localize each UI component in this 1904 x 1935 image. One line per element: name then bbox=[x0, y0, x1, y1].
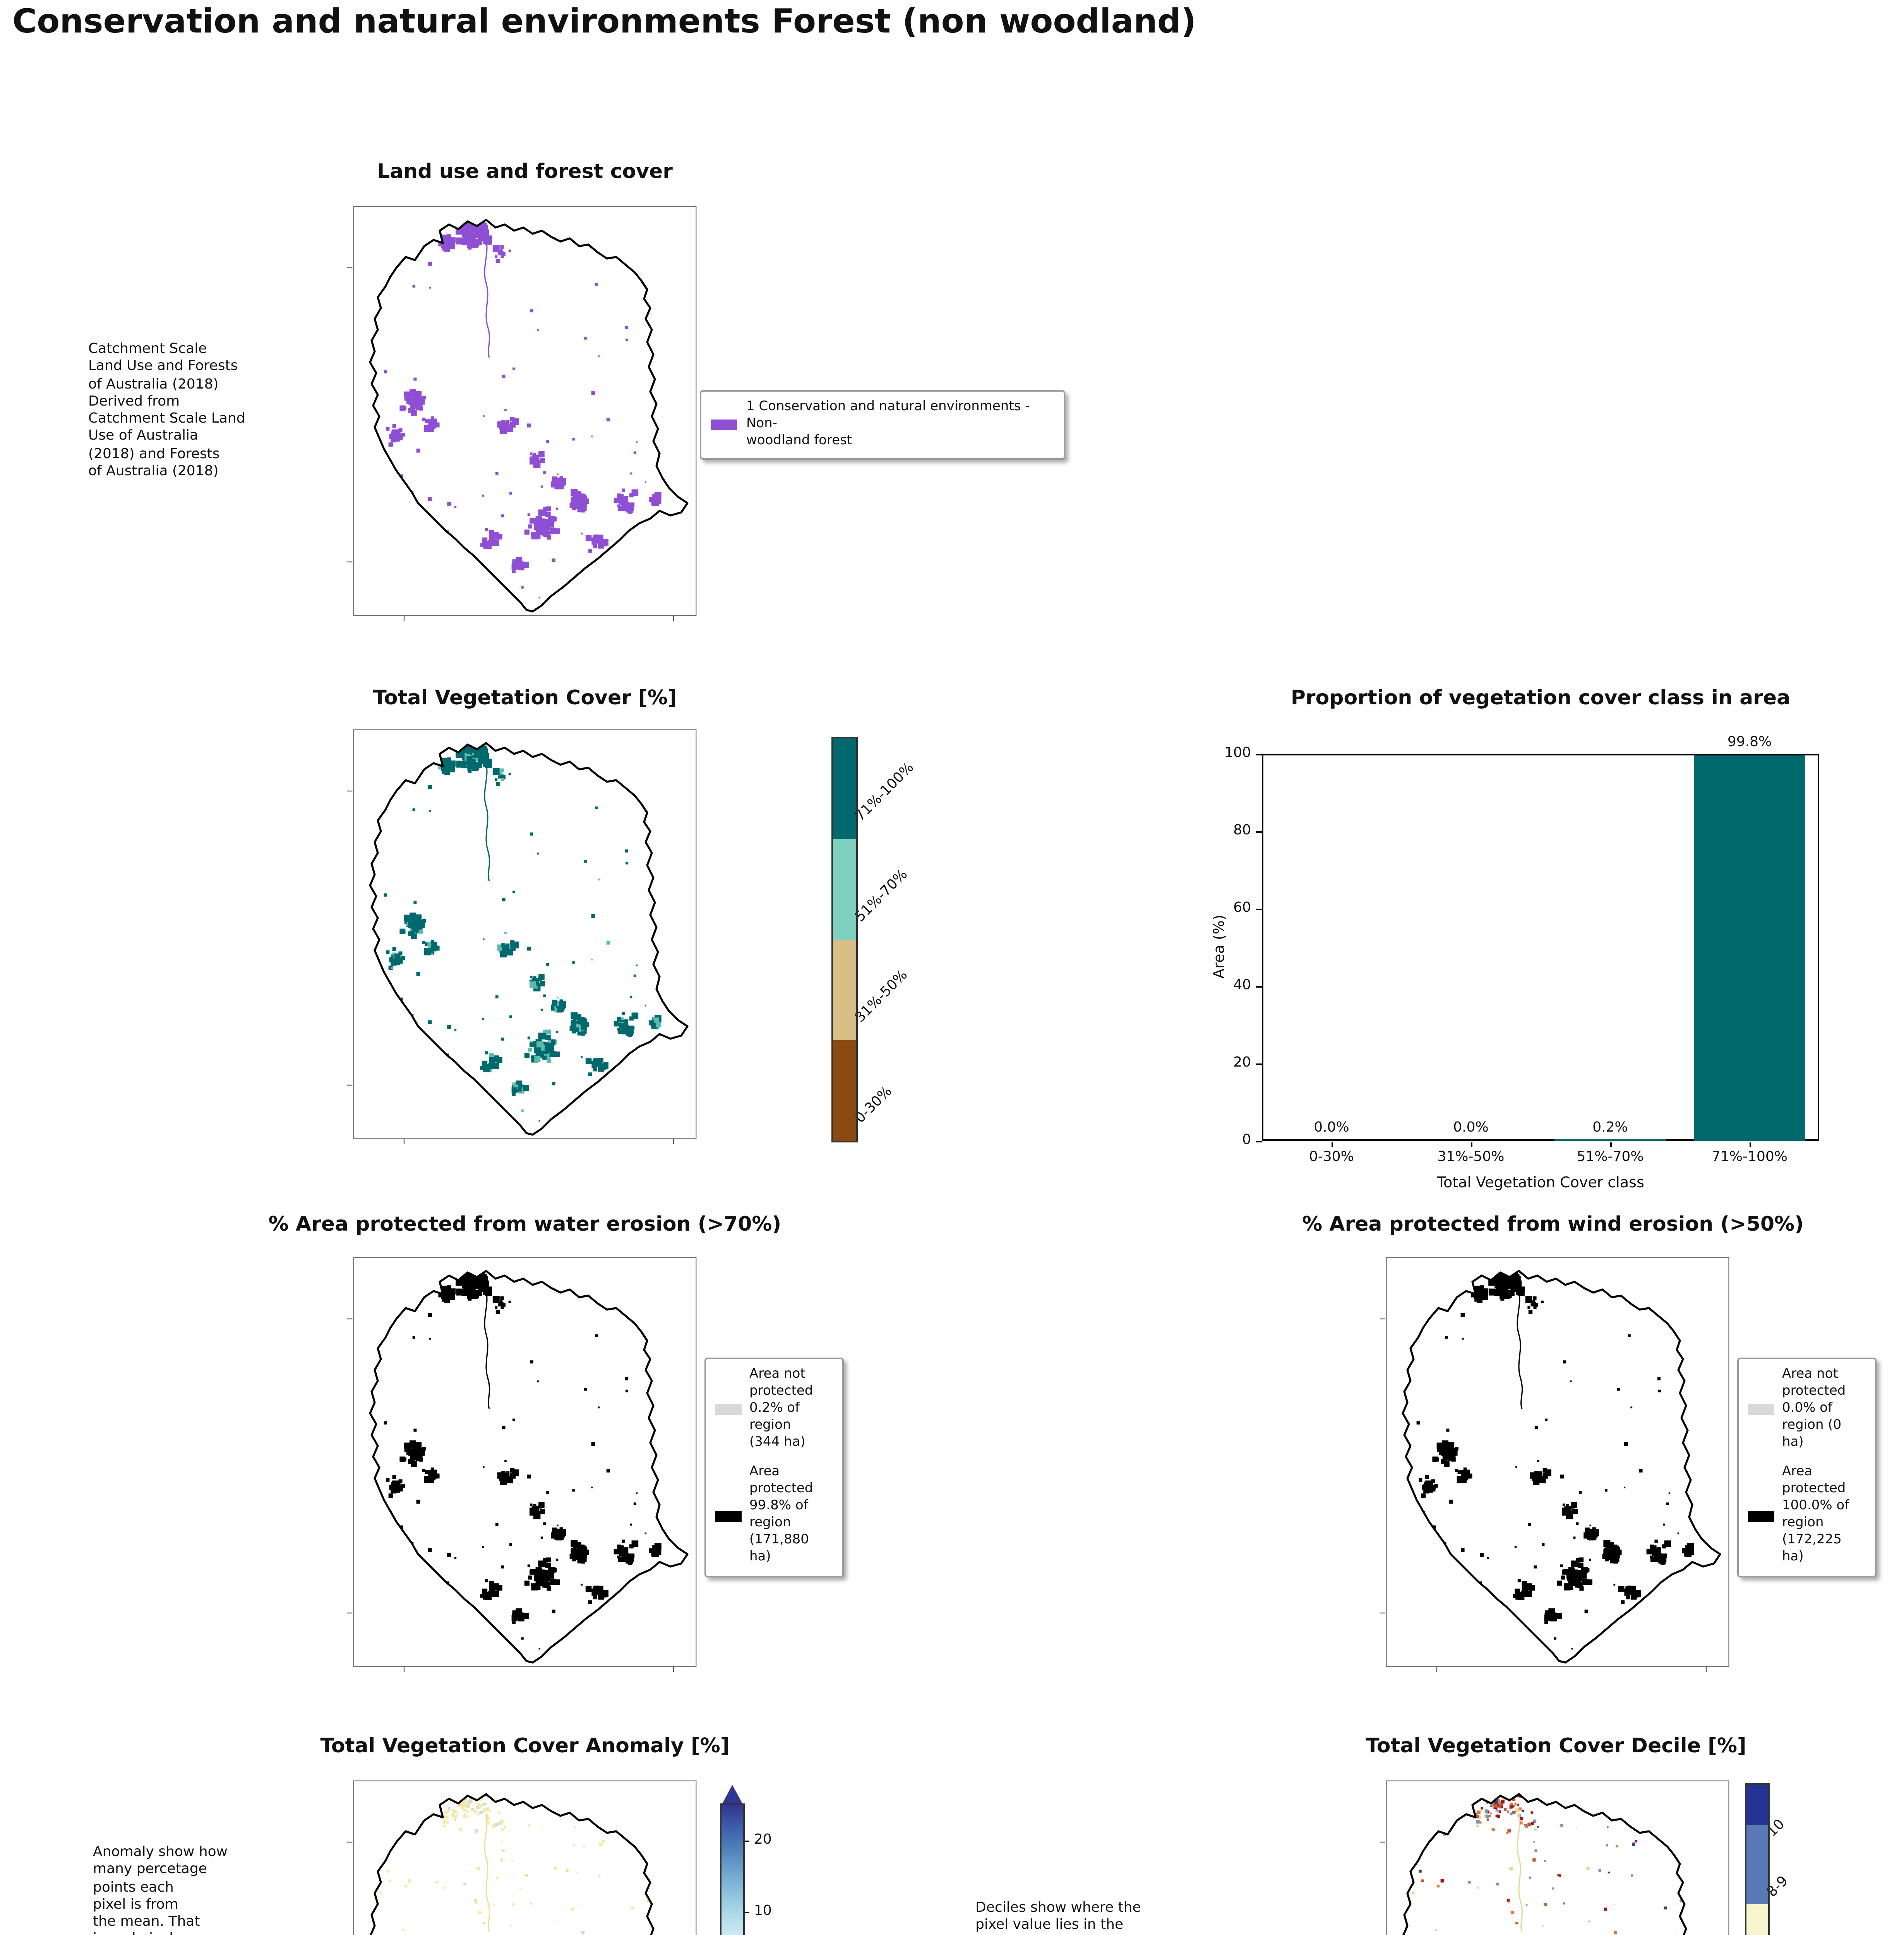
x-tick bbox=[1331, 1142, 1332, 1148]
wind-legend-swatch bbox=[1748, 1510, 1774, 1522]
water-panel-title: % Area protected from water erosion (>70… bbox=[268, 1214, 781, 1237]
water-map bbox=[347, 1257, 697, 1672]
vegcover-map bbox=[347, 729, 697, 1144]
decile-colorbar-segment bbox=[1746, 1825, 1768, 1905]
decile-colorbar-segment bbox=[1746, 1904, 1768, 1935]
anomaly-colorbar-tick bbox=[744, 1912, 749, 1914]
landuse-legend: 1 Conservation and natural environments … bbox=[700, 390, 1065, 460]
bar-value-label: 0.0% bbox=[1453, 1121, 1489, 1136]
anomaly-colorbar-tick bbox=[744, 1840, 749, 1842]
vegcover-colorbar-frame bbox=[831, 737, 858, 1142]
vegcover-colorbar-segment bbox=[833, 940, 856, 1040]
landuse-map bbox=[347, 206, 697, 621]
wind-panel-title: % Area protected from wind erosion (>50%… bbox=[1302, 1214, 1804, 1237]
y-tick bbox=[1255, 908, 1261, 909]
water-legend-swatch bbox=[715, 1404, 742, 1415]
water-legend-label: Area protected 99.8% of region (171,880 … bbox=[749, 1464, 813, 1566]
decile-colorbar-label: 10 bbox=[1765, 1817, 1789, 1841]
anomaly-colorbar: 20100−10−20 bbox=[720, 1785, 814, 1935]
landuse-source-note: Catchment Scale Land Use and Forests of … bbox=[88, 342, 245, 479]
y-tick bbox=[1255, 1063, 1261, 1064]
wind-legend-entry: Area protected 100.0% of region (172,225… bbox=[1748, 1465, 1866, 1567]
decile-colorbar-label: 8-9 bbox=[1765, 1873, 1792, 1901]
vegcover-colorbar-segment bbox=[833, 738, 856, 839]
decile-colorbar: 108-94-72-31 bbox=[1745, 1783, 1855, 1935]
anomaly-colorbar-tick-label: 20 bbox=[754, 1832, 772, 1848]
map-anomaly-svg bbox=[347, 1780, 697, 1935]
water-legend-swatch bbox=[715, 1510, 742, 1522]
decile-colorbar-segment bbox=[1746, 1785, 1768, 1825]
vegcover-colorbar-segment bbox=[833, 1040, 856, 1141]
anomaly-colorbar-tick-label: 10 bbox=[754, 1904, 772, 1920]
wind-legend-swatch bbox=[1748, 1404, 1774, 1415]
map-decile-svg bbox=[1380, 1780, 1729, 1935]
water-legend-entry: Area protected 99.8% of region (171,880 … bbox=[715, 1465, 833, 1567]
landuse-panel-title: Land use and forest cover bbox=[377, 161, 673, 184]
y-tick bbox=[1255, 831, 1261, 832]
anomaly-panel-title: Total Vegetation Cover Anomaly [%] bbox=[320, 1735, 730, 1759]
bar bbox=[1554, 1140, 1666, 1141]
decile-note: Deciles show where the pixel value lies … bbox=[975, 1901, 1141, 1934]
x-tick bbox=[1470, 1142, 1472, 1148]
y-axis-label: Area (%) bbox=[1212, 914, 1229, 979]
map-water-svg bbox=[347, 1257, 697, 1672]
vegcover-colorbar-label: 31%-50% bbox=[853, 968, 912, 1026]
x-tick-label: 51%-70% bbox=[1577, 1150, 1644, 1166]
wind-legend-label: Area protected 100.0% of region (172,225… bbox=[1782, 1464, 1849, 1566]
y-tick-label: 60 bbox=[1233, 900, 1251, 916]
anomaly-note: Anomaly show how many percetage points e… bbox=[93, 1845, 228, 1935]
decile-colorbar-frame bbox=[1745, 1783, 1770, 1935]
x-tick bbox=[1609, 1142, 1611, 1148]
x-tick-label: 0-30% bbox=[1309, 1150, 1354, 1166]
vegcover-colorbar-label: 71%-100% bbox=[853, 760, 918, 825]
x-tick-label: 71%-100% bbox=[1712, 1150, 1787, 1166]
y-tick bbox=[1255, 753, 1261, 755]
wind-map bbox=[1380, 1257, 1729, 1672]
y-tick-label: 100 bbox=[1224, 745, 1251, 761]
water-legend-entry: Area not protected 0.2% of region (344 h… bbox=[715, 1367, 833, 1452]
landuse-legend-swatch bbox=[711, 420, 737, 431]
wind-legend-label: Area not protected 0.0% of region (0 ha) bbox=[1782, 1367, 1846, 1451]
x-tick-label: 31%-50% bbox=[1437, 1150, 1505, 1166]
wind-legend: Area not protected 0.0% of region (0 ha)… bbox=[1737, 1358, 1877, 1577]
x-tick bbox=[1749, 1142, 1750, 1148]
map-wind-svg bbox=[1380, 1257, 1729, 1672]
vegcover-colorbar-segment bbox=[833, 839, 856, 940]
proportion-bar-chart: 0 20 40 60 80 100 0.0% 0-30% 0.0% 31%-50% 0.2% 51%-… bbox=[1208, 728, 1858, 1207]
map-veg-svg bbox=[347, 729, 697, 1144]
water-legend: Area not protected 0.2% of region (344 h… bbox=[704, 1358, 844, 1577]
decile-map bbox=[1380, 1780, 1729, 1935]
y-tick-label: 0 bbox=[1242, 1132, 1251, 1148]
bar-value-label: 0.0% bbox=[1314, 1121, 1349, 1136]
bar-value-label: 0.2% bbox=[1592, 1120, 1628, 1135]
wind-legend-entry: Area not protected 0.0% of region (0 ha) bbox=[1748, 1367, 1866, 1452]
bar-value-label: 99.8% bbox=[1727, 735, 1772, 750]
y-tick-label: 20 bbox=[1233, 1055, 1251, 1070]
proportion-chart-title: Proportion of vegetation cover class in … bbox=[1290, 687, 1791, 711]
x-axis-label: Total Vegetation Cover class bbox=[1437, 1175, 1644, 1192]
water-legend-label: Area not protected 0.2% of region (344 h… bbox=[749, 1367, 813, 1451]
anomaly-map bbox=[347, 1780, 697, 1935]
bar bbox=[1694, 755, 1805, 1141]
decile-panel-title: Total Vegetation Cover Decile [%] bbox=[1366, 1735, 1746, 1759]
anomaly-colorbar-arrow-top bbox=[721, 1785, 743, 1805]
map-landuse-svg bbox=[347, 206, 697, 621]
y-tick bbox=[1255, 985, 1261, 987]
anomaly-colorbar-bar bbox=[720, 1803, 745, 1935]
y-tick bbox=[1255, 1140, 1261, 1142]
y-tick-label: 80 bbox=[1233, 823, 1251, 838]
vegcover-panel-title: Total Vegetation Cover [%] bbox=[373, 687, 677, 711]
y-tick-label: 40 bbox=[1233, 978, 1251, 993]
vegcover-colorbar-label: 51%-70% bbox=[853, 867, 912, 926]
page-title: Conservation and natural environments Fo… bbox=[12, 3, 1196, 42]
landuse-legend-label: 1 Conservation and natural environments … bbox=[746, 399, 1030, 449]
vegcover-colorbar-label: 0-30% bbox=[853, 1084, 896, 1127]
vegcover-colorbar: 71%-100% 51%-70% 31%-50% 0-30% bbox=[831, 737, 972, 1142]
